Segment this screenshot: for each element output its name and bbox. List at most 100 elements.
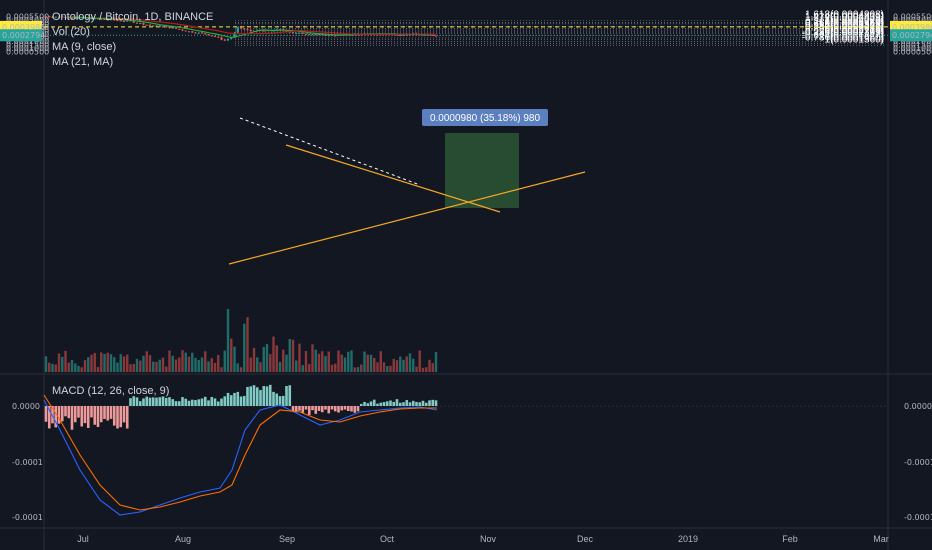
macd-tick-right: -0.0001 bbox=[904, 513, 932, 522]
volume-bar bbox=[324, 356, 327, 372]
volume-bar bbox=[308, 364, 311, 372]
candle-body bbox=[295, 32, 298, 34]
volume-bar bbox=[360, 364, 363, 372]
volume-bar bbox=[243, 323, 246, 372]
macd-histogram-bar bbox=[311, 406, 314, 411]
macd-histogram-bar bbox=[233, 392, 236, 406]
volume-bar bbox=[275, 345, 278, 372]
macd-histogram-bar bbox=[320, 406, 324, 413]
y-tick-label-right: 0.0005000 bbox=[893, 16, 932, 25]
macd-histogram-bar bbox=[275, 393, 279, 406]
macd-histogram-bar bbox=[346, 406, 350, 412]
volume-bar bbox=[282, 349, 285, 372]
candle-body bbox=[132, 20, 135, 23]
volume-bar bbox=[278, 361, 282, 372]
macd-histogram-bar bbox=[148, 397, 152, 406]
macd-histogram-bar bbox=[83, 406, 87, 424]
macd-histogram-bar bbox=[337, 406, 340, 413]
ma21-line bbox=[110, 17, 437, 36]
volume-bar bbox=[369, 354, 373, 372]
volume-bar bbox=[96, 366, 100, 372]
volume-bar bbox=[113, 357, 116, 372]
volume-bar bbox=[106, 352, 109, 372]
y-tick-label-left: 0.0005000 bbox=[6, 16, 49, 25]
volume-bar bbox=[197, 359, 200, 372]
volume-bar bbox=[223, 350, 226, 372]
macd-histogram-bar bbox=[210, 396, 214, 406]
volume-bar bbox=[200, 357, 204, 372]
volume-bar bbox=[174, 359, 178, 372]
volume-bar bbox=[334, 363, 337, 372]
macd-histogram-bar bbox=[369, 401, 373, 406]
candle-body bbox=[139, 23, 142, 25]
candle-body bbox=[304, 33, 308, 35]
candle-body bbox=[226, 39, 230, 41]
macd-histogram-bar bbox=[343, 406, 347, 410]
volume-bar bbox=[70, 359, 74, 372]
candle-body bbox=[314, 34, 317, 36]
macd-histogram-bar bbox=[122, 406, 126, 423]
candle-body bbox=[233, 32, 236, 38]
macd-histogram-bar bbox=[418, 402, 422, 406]
macd-histogram-bar bbox=[203, 396, 207, 406]
x-tick-label: Feb bbox=[782, 534, 798, 544]
macd-histogram-bar bbox=[54, 406, 58, 428]
fib-level-label: 1.618(0.0004908) bbox=[805, 9, 884, 20]
volume-bar bbox=[382, 362, 386, 372]
chart-legend: Ontology / Bitcoin, 1D, BINANCE Vol (20)… bbox=[52, 10, 213, 70]
candle-body bbox=[184, 30, 187, 32]
volume-bar bbox=[90, 354, 93, 372]
volume-bar bbox=[207, 361, 210, 372]
volume-bar bbox=[395, 360, 399, 372]
candle-body bbox=[116, 20, 119, 22]
volume-bar bbox=[135, 358, 139, 372]
candle-body bbox=[298, 32, 301, 34]
volume-bar bbox=[187, 356, 191, 372]
macd-tick-right: 0.0000 bbox=[904, 402, 932, 411]
macd-histogram-bar bbox=[356, 406, 360, 412]
fib-level-label: 0(0.0002715) bbox=[825, 25, 885, 36]
volume-bar bbox=[321, 351, 324, 372]
candle-body bbox=[308, 34, 311, 36]
macd-tick-left: 0.0000 bbox=[12, 402, 40, 411]
candle-body bbox=[168, 26, 171, 29]
macd-histogram-bar bbox=[278, 396, 282, 406]
candle-body bbox=[311, 34, 314, 36]
macd-histogram-bar bbox=[200, 398, 204, 406]
volume-bar bbox=[386, 366, 389, 372]
macd-histogram-bar bbox=[301, 406, 305, 413]
macd-histogram-bar bbox=[340, 406, 344, 411]
fib-level-label: 0.236(0.0003035) bbox=[805, 23, 884, 34]
volume-bar bbox=[340, 354, 343, 372]
macd-histogram-bar bbox=[376, 403, 379, 406]
volume-bar bbox=[116, 362, 119, 372]
macd-histogram-bar bbox=[181, 397, 184, 406]
macd-histogram-bar bbox=[353, 406, 357, 413]
macd-histogram-bar bbox=[359, 403, 363, 406]
macd-histogram-bar bbox=[239, 396, 243, 406]
macd-histogram-bar bbox=[223, 396, 227, 406]
x-tick-label: Oct bbox=[380, 534, 395, 544]
price-tag-left-yellow: 0.0003986 bbox=[2, 23, 45, 32]
macd-histogram-bar bbox=[229, 395, 233, 406]
fib-level-label: -0.382(0.0002197) bbox=[802, 28, 884, 39]
candle-body bbox=[113, 19, 116, 21]
candle-body bbox=[152, 25, 155, 27]
macd-histogram-bar bbox=[184, 398, 188, 406]
macd-histogram-bar bbox=[249, 386, 253, 406]
candle-body bbox=[230, 37, 233, 40]
volume-bar bbox=[161, 357, 165, 372]
x-tick-label: Aug bbox=[175, 534, 191, 544]
macd-histogram-bar bbox=[314, 406, 318, 414]
candle-body bbox=[178, 28, 181, 30]
volume-bar bbox=[399, 356, 402, 372]
macd-histogram-bar bbox=[155, 397, 158, 406]
volume-bar bbox=[152, 361, 155, 372]
macd-histogram-bar bbox=[171, 399, 175, 406]
volume-bar bbox=[425, 367, 428, 372]
candle-body bbox=[57, 16, 61, 18]
candle-body bbox=[142, 23, 145, 25]
candle-body bbox=[148, 24, 152, 26]
candle-body bbox=[44, 16, 48, 18]
